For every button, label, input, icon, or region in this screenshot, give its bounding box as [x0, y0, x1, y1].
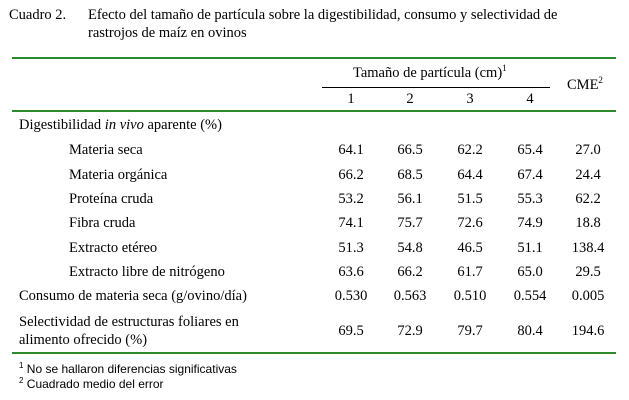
- row-label: Fibra cruda: [69, 215, 136, 231]
- caption-line-2: rastrojos de maíz en ovinos: [88, 25, 247, 41]
- footnote-2: 2 Cuadrado medio del error: [19, 376, 164, 392]
- column-header-3: 3: [466, 91, 474, 107]
- table-bottom-rule: [12, 352, 616, 354]
- section-heading-suffix: aparente (%): [143, 117, 222, 133]
- column-header-4: 4: [526, 91, 534, 107]
- section-heading-prefix: Digestibilidad: [19, 117, 105, 133]
- table-cell-cme: 18.8: [575, 215, 601, 231]
- table-cell: 74.1: [338, 215, 364, 231]
- table-cell: 66.2: [338, 167, 364, 183]
- footnote-2-mark: 2: [19, 376, 24, 385]
- group-header-underline: [322, 87, 550, 88]
- column-header-2: 2: [406, 91, 414, 107]
- caption-lead: Cuadro 2.: [9, 7, 67, 23]
- table-cell: 55.3: [517, 191, 543, 207]
- footnote-2-text: Cuadrado medio del error: [26, 377, 164, 391]
- table-cell: 51.3: [338, 240, 364, 256]
- cell-selectividad-col2: 72.9: [397, 323, 423, 339]
- table-cell-cme: 62.2: [575, 191, 601, 207]
- table-cell: 74.9: [517, 215, 543, 231]
- table-cell: 75.7: [397, 215, 423, 231]
- table-cell: 0.510: [453, 288, 487, 304]
- row-label: Extracto libre de nitrógeno: [69, 264, 225, 280]
- table-cell: 72.6: [457, 215, 483, 231]
- footnote-1: 1 No se hallaron diferencias significati…: [19, 361, 237, 377]
- table-cell: 62.2: [457, 142, 483, 158]
- table-cell: 64.1: [338, 142, 364, 158]
- cme-header-footnote-mark: 2: [598, 75, 603, 85]
- table-cell: 56.1: [397, 191, 423, 207]
- cme-header-label: CME: [567, 77, 599, 93]
- table-cell-cme: 27.0: [575, 142, 601, 158]
- footnote-1-mark: 1: [19, 361, 24, 370]
- table-cell: 68.5: [397, 167, 423, 183]
- column-header-1: 1: [347, 91, 355, 107]
- table-top-rule: [12, 57, 616, 59]
- table-cell: 53.2: [338, 191, 364, 207]
- table-cell-cme: 24.4: [575, 167, 601, 183]
- row-label: Materia seca: [69, 142, 143, 158]
- table-cell: 0.530: [334, 288, 368, 304]
- table-cell: 65.4: [517, 142, 543, 158]
- row-label: Proteína cruda: [69, 191, 154, 207]
- cell-selectividad-col4: 80.4: [517, 323, 543, 339]
- table-cell: 54.8: [397, 240, 423, 256]
- group-header-label: Tamaño de partícula (cm): [353, 65, 503, 81]
- row-label: Extracto etéreo: [69, 240, 158, 256]
- table-cell: 66.2: [397, 264, 423, 280]
- row-label-selectividad-line1: Selectividad de estructuras foliares en: [19, 314, 239, 330]
- section-heading-italic: in vivo: [104, 117, 144, 133]
- table-cell-cme: 0.005: [571, 288, 605, 304]
- table-cell: 61.7: [457, 264, 483, 280]
- table-cell: 51.1: [517, 240, 543, 256]
- header-bottom-rule: [12, 110, 616, 112]
- cell-selectividad-col1: 69.5: [338, 323, 364, 339]
- table-cell: 66.5: [397, 142, 423, 158]
- table-cell: 46.5: [457, 240, 483, 256]
- cme-header: CME2: [567, 75, 603, 94]
- row-label: Consumo de materia seca (g/ovino/día): [19, 288, 247, 304]
- caption-text: Efecto del tamaño de partícula sobre la …: [88, 6, 624, 42]
- table-cell: 51.5: [457, 191, 483, 207]
- row-label: Materia orgánica: [69, 167, 168, 183]
- table-cell: 0.554: [513, 288, 547, 304]
- cell-selectividad-cme: 194.6: [571, 323, 605, 339]
- table-cell: 0.563: [393, 288, 427, 304]
- section-heading-digestibility: Digestibilidad in vivo aparente (%): [19, 117, 222, 134]
- table-cell: 64.4: [457, 167, 483, 183]
- group-header-footnote-mark: 1: [502, 63, 507, 73]
- table-cell: 63.6: [338, 264, 364, 280]
- table-cell: 67.4: [517, 167, 543, 183]
- row-label-selectividad-line2: alimento ofrecido (%): [19, 332, 148, 348]
- table-cell-cme: 29.5: [575, 264, 601, 280]
- table-cell: 65.0: [517, 264, 543, 280]
- footnote-1-text: No se hallaron diferencias significativa…: [26, 362, 237, 376]
- group-header: Tamaño de partícula (cm)1: [353, 63, 507, 82]
- caption-line-1: Efecto del tamaño de partícula sobre la …: [88, 7, 558, 23]
- cell-selectividad-col3: 79.7: [457, 323, 483, 339]
- table-cell-cme: 138.4: [571, 240, 605, 256]
